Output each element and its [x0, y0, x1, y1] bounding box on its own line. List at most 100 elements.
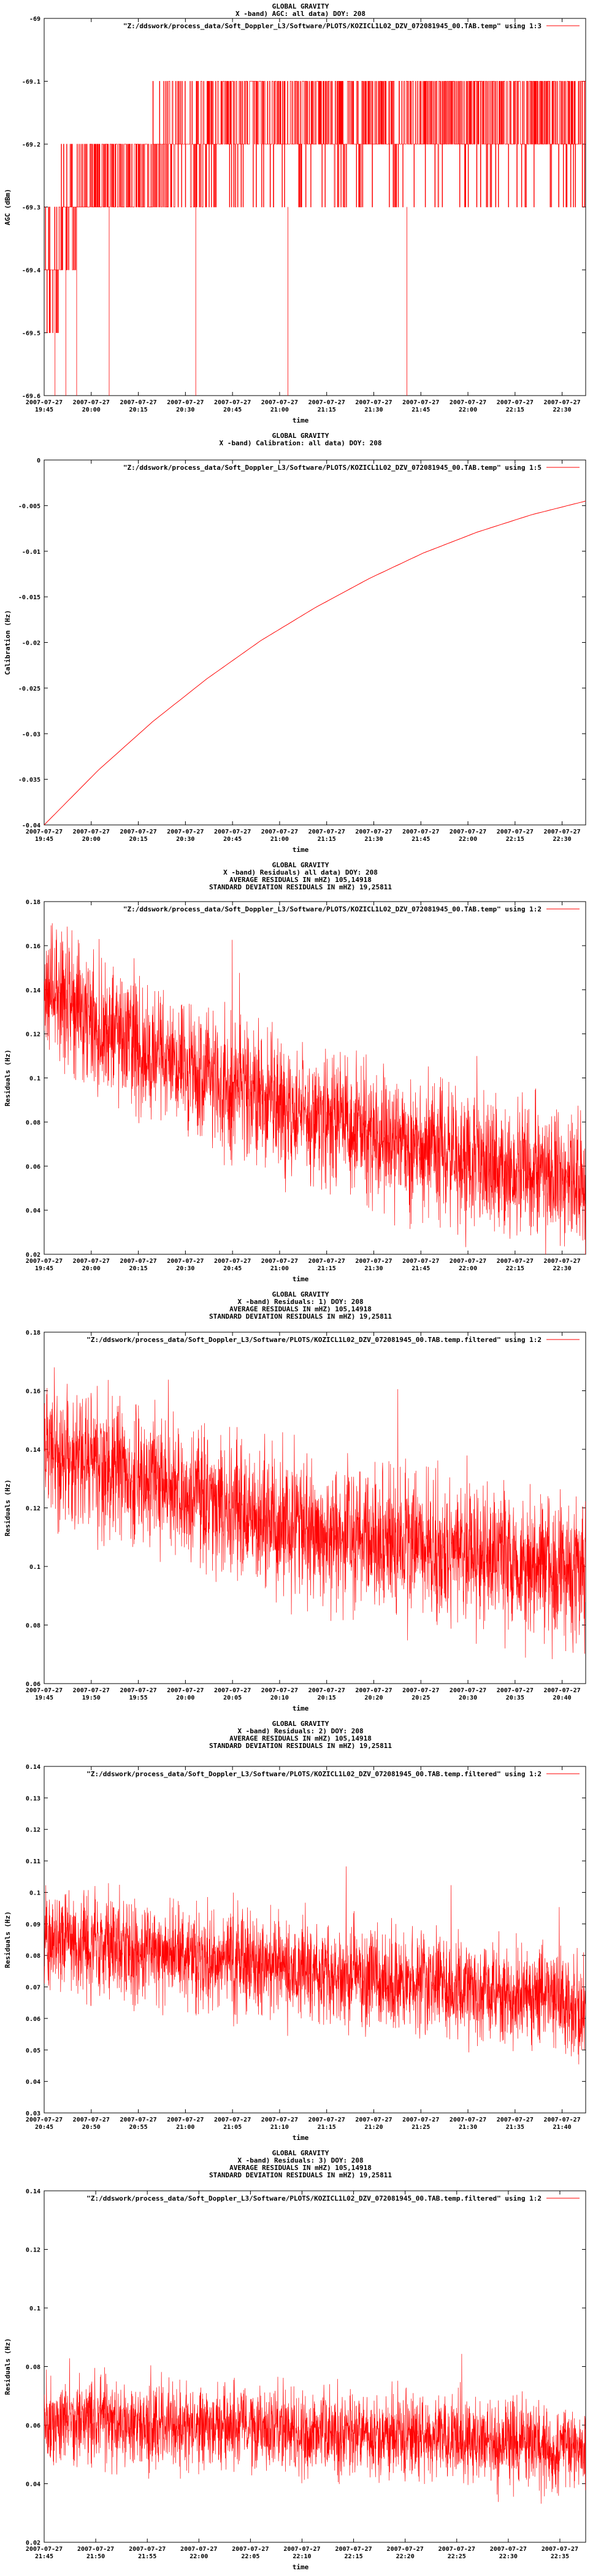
x-tick-label: 22:00: [459, 1265, 477, 1272]
x-tick-date: 2007-07-27: [450, 399, 486, 406]
series-line: [44, 2353, 586, 2504]
y-tick-label: 0.06: [26, 2016, 40, 2023]
x-tick-label: 20:45: [35, 2124, 53, 2131]
x-tick-label: 21:50: [86, 2553, 105, 2560]
y-axis-label: Residuals (Hz): [4, 1479, 12, 1536]
y-tick-label: 0.05: [26, 2047, 40, 2054]
x-tick-date: 2007-07-27: [120, 1687, 156, 1694]
plot-area: [44, 1866, 586, 2064]
x-tick-date: 2007-07-27: [167, 2117, 204, 2123]
chart-title-line: STANDARD DEVIATION RESIDUALS IN mHZ) 19,…: [209, 883, 392, 891]
x-tick-label: 20:00: [176, 1695, 194, 1701]
x-tick-date: 2007-07-27: [261, 399, 298, 406]
x-tick-label: 21:45: [35, 2553, 53, 2560]
x-tick-date: 2007-07-27: [26, 1687, 63, 1694]
y-tick-label: -0.03: [22, 731, 40, 738]
y-tick-label: 0.04: [26, 2482, 40, 2488]
plot-frame: [44, 459, 586, 826]
y-tick-label: 0.06: [26, 2423, 40, 2429]
x-axis-label: time: [293, 846, 309, 854]
x-tick-date: 2007-07-27: [450, 1258, 486, 1265]
y-tick-label: -69.5: [22, 331, 40, 337]
y-tick-label: -0.025: [18, 686, 40, 692]
x-tick-date: 2007-07-27: [167, 399, 204, 406]
x-tick-date: 2007-07-27: [167, 1687, 204, 1694]
x-tick-label: 22:25: [448, 2553, 466, 2560]
y-axis-label: Residuals (Hz): [4, 2338, 12, 2395]
y-tick-label: 0.14: [26, 1447, 40, 1454]
y-tick-label: 0.16: [26, 1389, 40, 1395]
y-tick-label: 0.14: [26, 987, 40, 994]
y-axis-label: Residuals (Hz): [4, 1911, 12, 1968]
chart-title-line: X -band) Residuals: 2) DOY: 208: [237, 1727, 363, 1735]
x-tick-date: 2007-07-27: [402, 399, 439, 406]
y-tick-label: 0.1: [29, 1890, 40, 1896]
x-tick-label: 19:50: [82, 1695, 101, 1701]
plot-area: [44, 2353, 586, 2504]
chart-title-line: GLOBAL GRAVITY: [272, 2, 329, 10]
x-tick-date: 2007-07-27: [355, 1687, 392, 1694]
x-tick-label: 20:30: [176, 407, 194, 413]
x-tick-date: 2007-07-27: [497, 399, 534, 406]
x-tick-label: 22:15: [345, 2553, 363, 2560]
y-tick-label: -69.6: [22, 393, 40, 400]
y-tick-label: -0.01: [22, 549, 40, 556]
chart-title-line: STANDARD DEVIATION RESIDUALS IN mHZ) 19,…: [209, 1313, 392, 1321]
x-tick-label: 20:15: [129, 407, 148, 413]
legend-label: "Z:/ddswork/process_data/Soft_Doppler_L3…: [123, 22, 542, 30]
chart-title-line: AVERAGE RESIDUALS IN mHZ) 105,14918: [229, 2164, 372, 2172]
x-tick-label: 22:00: [459, 407, 477, 413]
x-tick-date: 2007-07-27: [214, 1687, 251, 1694]
x-tick-date: 2007-07-27: [214, 2117, 251, 2123]
x-tick-label: 20:15: [318, 1695, 336, 1701]
y-tick-label: 0.12: [26, 1506, 40, 1512]
x-tick-label: 21:30: [364, 1265, 383, 1272]
x-tick-label: 21:30: [364, 836, 383, 843]
x-tick-label: 21:15: [318, 407, 336, 413]
x-tick-date: 2007-07-27: [120, 1258, 156, 1265]
x-tick-label: 22:05: [241, 2553, 259, 2560]
x-tick-label: 20:30: [176, 1265, 194, 1272]
x-tick-label: 22:10: [293, 2553, 311, 2560]
series-line: [44, 923, 586, 1254]
chart-title-line: AVERAGE RESIDUALS IN mHZ) 105,14918: [229, 1735, 372, 1742]
x-tick-label: 22:00: [459, 836, 477, 843]
x-tick-label: 21:00: [270, 407, 289, 413]
x-tick-label: 20:00: [82, 836, 101, 843]
x-tick-date: 2007-07-27: [402, 1687, 439, 1694]
series-line: [44, 81, 586, 396]
x-tick-label: 22:30: [553, 836, 572, 843]
x-tick-date: 2007-07-27: [308, 399, 345, 406]
x-tick-label: 20:40: [553, 1695, 572, 1701]
x-tick-label: 21:00: [270, 1265, 289, 1272]
y-tick-label: 0.12: [26, 2247, 40, 2254]
x-tick-date: 2007-07-27: [450, 2117, 486, 2123]
chart-title-line: X -band) AGC: all data) DOY: 208: [235, 10, 366, 18]
x-tick-date: 2007-07-27: [261, 1258, 298, 1265]
y-tick-label: 0.02: [26, 1252, 40, 1259]
series-line: [44, 1866, 586, 2064]
plot-area: [44, 923, 586, 1254]
x-axis-label: time: [293, 1704, 309, 1712]
x-tick-date: 2007-07-27: [73, 1687, 110, 1694]
chart-title-line: X -band) Residuals: 1) DOY: 208: [237, 1298, 363, 1306]
y-tick-label: 0.12: [26, 1032, 40, 1038]
series-line: [44, 500, 586, 825]
chart-title-line: GLOBAL GRAVITY: [272, 1720, 329, 1728]
x-tick-label: 21:55: [138, 2553, 156, 2560]
x-tick-date: 2007-07-27: [167, 829, 204, 835]
x-tick-date: 2007-07-27: [261, 1687, 298, 1694]
x-tick-label: 19:45: [35, 836, 53, 843]
x-axis-label: time: [293, 1275, 309, 1283]
x-tick-date: 2007-07-27: [283, 2546, 320, 2553]
x-tick-label: 22:30: [553, 1265, 572, 1272]
x-tick-label: 21:40: [553, 2124, 572, 2131]
x-tick-label: 22:15: [506, 407, 524, 413]
x-tick-label: 21:15: [318, 2124, 336, 2131]
y-axis-label: AGC (dBm): [4, 189, 12, 226]
